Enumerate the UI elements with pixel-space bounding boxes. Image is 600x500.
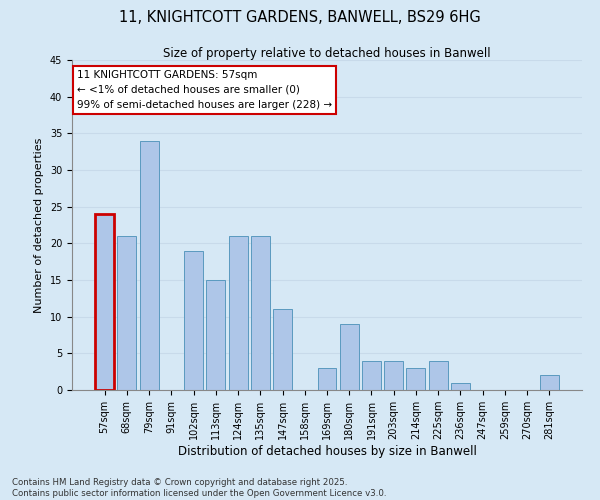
Bar <box>184 250 203 390</box>
Y-axis label: Number of detached properties: Number of detached properties <box>34 138 44 312</box>
X-axis label: Distribution of detached houses by size in Banwell: Distribution of detached houses by size … <box>178 445 476 458</box>
Bar <box>451 382 470 390</box>
Bar <box>95 214 114 390</box>
Text: 11 KNIGHTCOTT GARDENS: 57sqm
← <1% of detached houses are smaller (0)
99% of sem: 11 KNIGHTCOTT GARDENS: 57sqm ← <1% of de… <box>77 70 332 110</box>
Bar <box>362 360 381 390</box>
Text: 11, KNIGHTCOTT GARDENS, BANWELL, BS29 6HG: 11, KNIGHTCOTT GARDENS, BANWELL, BS29 6H… <box>119 10 481 25</box>
Bar <box>384 360 403 390</box>
Bar <box>251 236 270 390</box>
Bar <box>229 236 248 390</box>
Title: Size of property relative to detached houses in Banwell: Size of property relative to detached ho… <box>163 47 491 60</box>
Text: Contains HM Land Registry data © Crown copyright and database right 2025.
Contai: Contains HM Land Registry data © Crown c… <box>12 478 386 498</box>
Bar <box>317 368 337 390</box>
Bar <box>206 280 225 390</box>
Bar <box>140 140 158 390</box>
Bar <box>273 310 292 390</box>
Bar <box>540 376 559 390</box>
Bar <box>406 368 425 390</box>
Bar <box>429 360 448 390</box>
Bar <box>340 324 359 390</box>
Bar <box>118 236 136 390</box>
